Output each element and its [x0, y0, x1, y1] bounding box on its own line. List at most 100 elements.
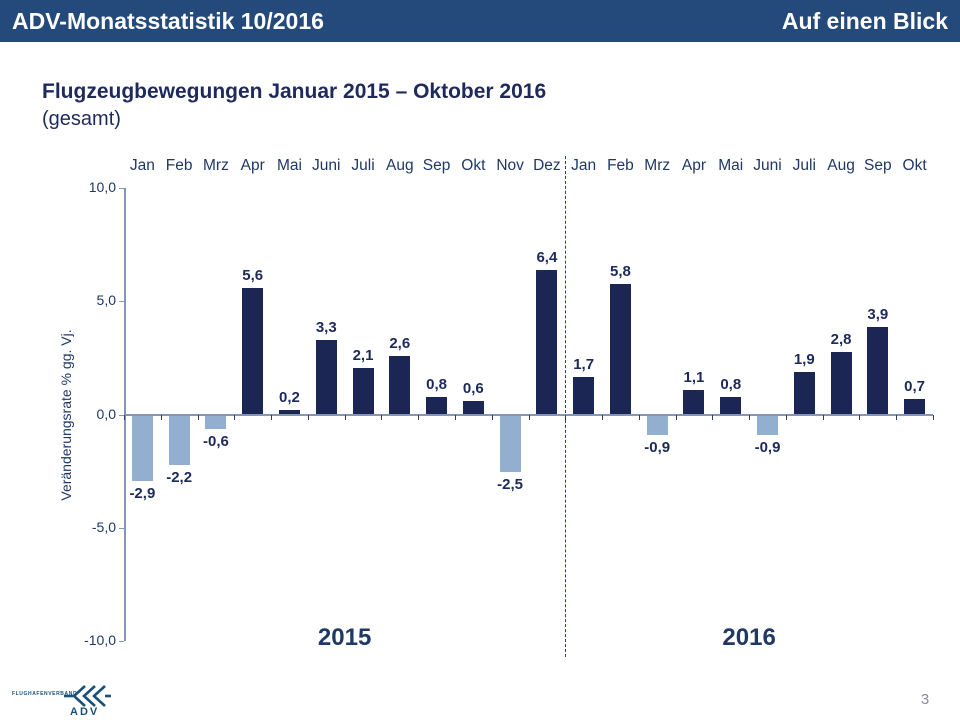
- month-label: Okt: [902, 157, 927, 174]
- bar-negative: [499, 415, 521, 472]
- zero-line-tick: [602, 415, 604, 420]
- bar-value-label: 3,3: [315, 319, 337, 337]
- bar-value-label: 2,1: [352, 346, 374, 364]
- header-bar: ADV-Monatsstatistik 10/2016 Auf einen Bl…: [0, 0, 960, 42]
- bar-positive: [426, 396, 448, 415]
- bar-positive: [352, 367, 374, 415]
- bar-positive: [389, 356, 411, 415]
- bar-positive: [315, 340, 337, 415]
- bar-positive: [278, 410, 300, 415]
- chart-title: Flugzeugbewegungen Januar 2015 – Oktober…: [42, 80, 547, 103]
- bar-value-label: -0,6: [202, 432, 229, 450]
- zero-line-tick: [381, 415, 383, 420]
- month-label: Mai: [718, 157, 744, 174]
- month-label: Jan: [571, 157, 597, 174]
- zero-line-tick: [859, 415, 861, 420]
- zero-line-tick: [528, 415, 530, 420]
- month-label: Okt: [461, 157, 486, 174]
- bar-positive: [720, 396, 742, 415]
- zero-line-tick: [418, 415, 420, 420]
- bar-value-label: -2,9: [129, 484, 156, 502]
- bar-negative: [168, 415, 190, 465]
- zero-line-tick: [454, 415, 456, 420]
- zero-line-tick: [197, 415, 199, 420]
- header-subtitle: Auf einen Blick: [781, 7, 948, 34]
- page-number: 3: [920, 691, 930, 708]
- month-label: Apr: [681, 157, 707, 174]
- bar-value-label: 1,7: [573, 355, 595, 373]
- y-axis-tick: [119, 414, 124, 416]
- bar-value-label: 1,9: [793, 351, 815, 369]
- bar-value-label: 0,8: [426, 375, 447, 393]
- y-axis-tick-label: 10,0: [88, 179, 116, 195]
- bar-value-label: 6,4: [536, 249, 558, 267]
- year-label-2015: 2015: [317, 624, 372, 651]
- bar-positive: [867, 326, 889, 415]
- month-label: Mai: [276, 157, 302, 174]
- bar-value-label: -0,9: [644, 439, 671, 457]
- zero-line-tick: [271, 415, 273, 420]
- zero-line-tick: [344, 415, 346, 420]
- logo-adv-text: ADV: [70, 706, 100, 718]
- month-label: Feb: [607, 157, 634, 174]
- triple-chevron-left-icon: [64, 685, 111, 707]
- zero-line-tick: [712, 415, 714, 420]
- month-label: Apr: [240, 157, 265, 174]
- month-label: Jan: [129, 157, 155, 174]
- month-label: Juli: [351, 157, 375, 174]
- bar-negative: [205, 415, 227, 429]
- month-label: Nov: [496, 157, 524, 174]
- y-axis-tick-label: 5,0: [96, 292, 116, 309]
- month-label: Feb: [165, 157, 193, 174]
- month-label: Mrz: [644, 157, 671, 174]
- bar-value-label: 0,8: [720, 375, 742, 393]
- bar-value-label: 5,8: [609, 262, 631, 280]
- y-axis-tick-label: -10,0: [84, 632, 116, 648]
- y-axis-tick-label: -5,0: [91, 518, 116, 535]
- bar-value-label: 0,7: [904, 378, 926, 396]
- bar-value-label: 0,6: [462, 380, 484, 398]
- bar-positive: [462, 401, 484, 415]
- bar-value-label: 0,2: [279, 389, 300, 407]
- zero-line-tick: [234, 415, 236, 420]
- zero-line-tick: [785, 415, 787, 420]
- zero-line-tick: [307, 415, 309, 420]
- year-separator-line: [565, 156, 567, 657]
- zero-line-tick: [896, 415, 898, 420]
- bar-positive: [793, 372, 815, 415]
- bar-value-label: -2,5: [497, 475, 524, 493]
- month-label: Aug: [827, 157, 855, 174]
- zero-line-tick: [638, 415, 640, 420]
- bar-value-label: 5,6: [242, 267, 264, 285]
- year-label-2016: 2016: [722, 624, 776, 651]
- bar-negative: [757, 415, 779, 436]
- month-label: Sep: [864, 157, 892, 174]
- zero-line-tick: [160, 415, 162, 420]
- bar-positive: [242, 288, 264, 415]
- month-label: Aug: [385, 157, 414, 174]
- zero-line-tick: [933, 415, 934, 420]
- adv-logo: FLUGHAFENVERBAND ADV: [0, 684, 150, 720]
- bar-negative: [131, 415, 153, 481]
- bar-positive: [609, 283, 631, 415]
- bar-value-label: 3,9: [867, 305, 889, 323]
- bar-positive: [573, 376, 595, 415]
- y-axis-tick: [119, 301, 124, 303]
- header-title: ADV-Monatsstatistik 10/2016: [12, 7, 324, 34]
- bar-value-label: -0,9: [754, 439, 781, 457]
- bar-value-label: 2,6: [389, 335, 411, 353]
- month-label: Mrz: [203, 157, 229, 174]
- y-axis-tick: [119, 641, 124, 642]
- bar-positive: [830, 351, 852, 415]
- month-label: Juni: [312, 157, 341, 174]
- chart-subtitle: (gesamt): [42, 108, 121, 130]
- logo-text: FLUGHAFENVERBAND: [12, 691, 78, 697]
- bar-negative: [646, 415, 668, 436]
- bar-positive: [683, 390, 705, 415]
- title-block: Flugzeugbewegungen Januar 2015 – Oktober…: [42, 80, 546, 131]
- month-label: Juli: [792, 157, 816, 174]
- month-label: Dez: [533, 157, 561, 174]
- zero-line-tick: [491, 415, 493, 420]
- y-axis-tick: [119, 188, 124, 189]
